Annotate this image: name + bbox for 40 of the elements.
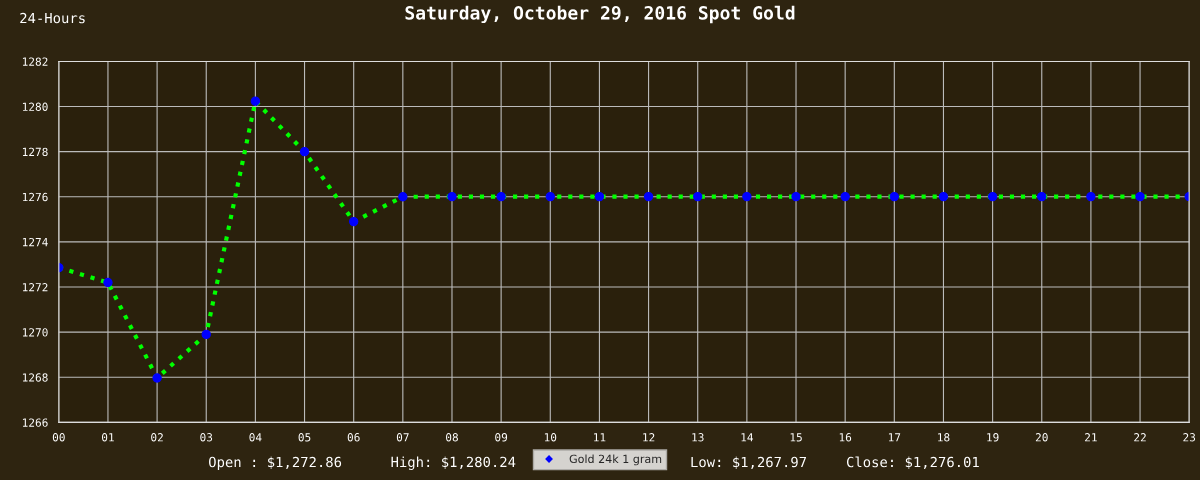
y-tick-label: 1282 (22, 57, 48, 66)
x-tick-label: 21 (1085, 433, 1097, 442)
y-tick-label: 1270 (22, 328, 48, 337)
y-tick-label: 1276 (22, 192, 48, 202)
x-tick-label: 19 (987, 433, 999, 442)
x-tick-label: 10 (544, 433, 557, 442)
x-tick-label: 06 (347, 433, 360, 442)
x-tick-label: 08 (446, 433, 458, 442)
x-tick-label: 07 (396, 433, 409, 442)
x-tick-label: 14 (741, 433, 754, 442)
y-tick-label: 1274 (22, 237, 48, 247)
x-tick-label: 18 (938, 433, 950, 442)
chart-title: Saturday, October 29, 2016 Spot Gold (405, 5, 795, 24)
y-tick-label: 1272 (22, 283, 48, 292)
text: Close: $1,276.01 (846, 456, 979, 470)
x-tick-label: 13 (692, 433, 704, 442)
x-tick-label: 16 (839, 433, 852, 442)
x-tick-label: 11 (594, 433, 606, 442)
x-tick-label: 01 (101, 433, 114, 442)
x-tick-label: 20 (1035, 433, 1048, 442)
x-tick-label: 12 (643, 433, 655, 442)
x-tick-label: 05 (298, 433, 311, 442)
x-tick-label: 02 (151, 433, 163, 442)
x-tick-label: 00 (52, 433, 65, 442)
x-tick-label: 23 (1183, 433, 1196, 442)
legend-label: Gold 24k 1 gram (569, 454, 662, 466)
x-tick-label: 22 (1134, 433, 1146, 442)
text: High: $1,280.24 (391, 456, 516, 470)
x-tick-label: 03 (200, 433, 213, 442)
y-tick-label: 1278 (22, 147, 48, 157)
x-tick-label: 17 (888, 433, 901, 442)
text: Open : $1,272.86 (209, 456, 342, 470)
x-tick-label: 09 (495, 433, 508, 442)
y-tick-label: 1268 (22, 373, 48, 382)
x-tick-label: 15 (790, 433, 802, 442)
text: 24-Hours (20, 12, 85, 24)
x-tick-label: 04 (249, 433, 262, 442)
text: Low: $1,267.97 (691, 456, 807, 470)
y-tick-label: 1266 (22, 418, 48, 427)
y-tick-label: 1280 (22, 102, 48, 111)
